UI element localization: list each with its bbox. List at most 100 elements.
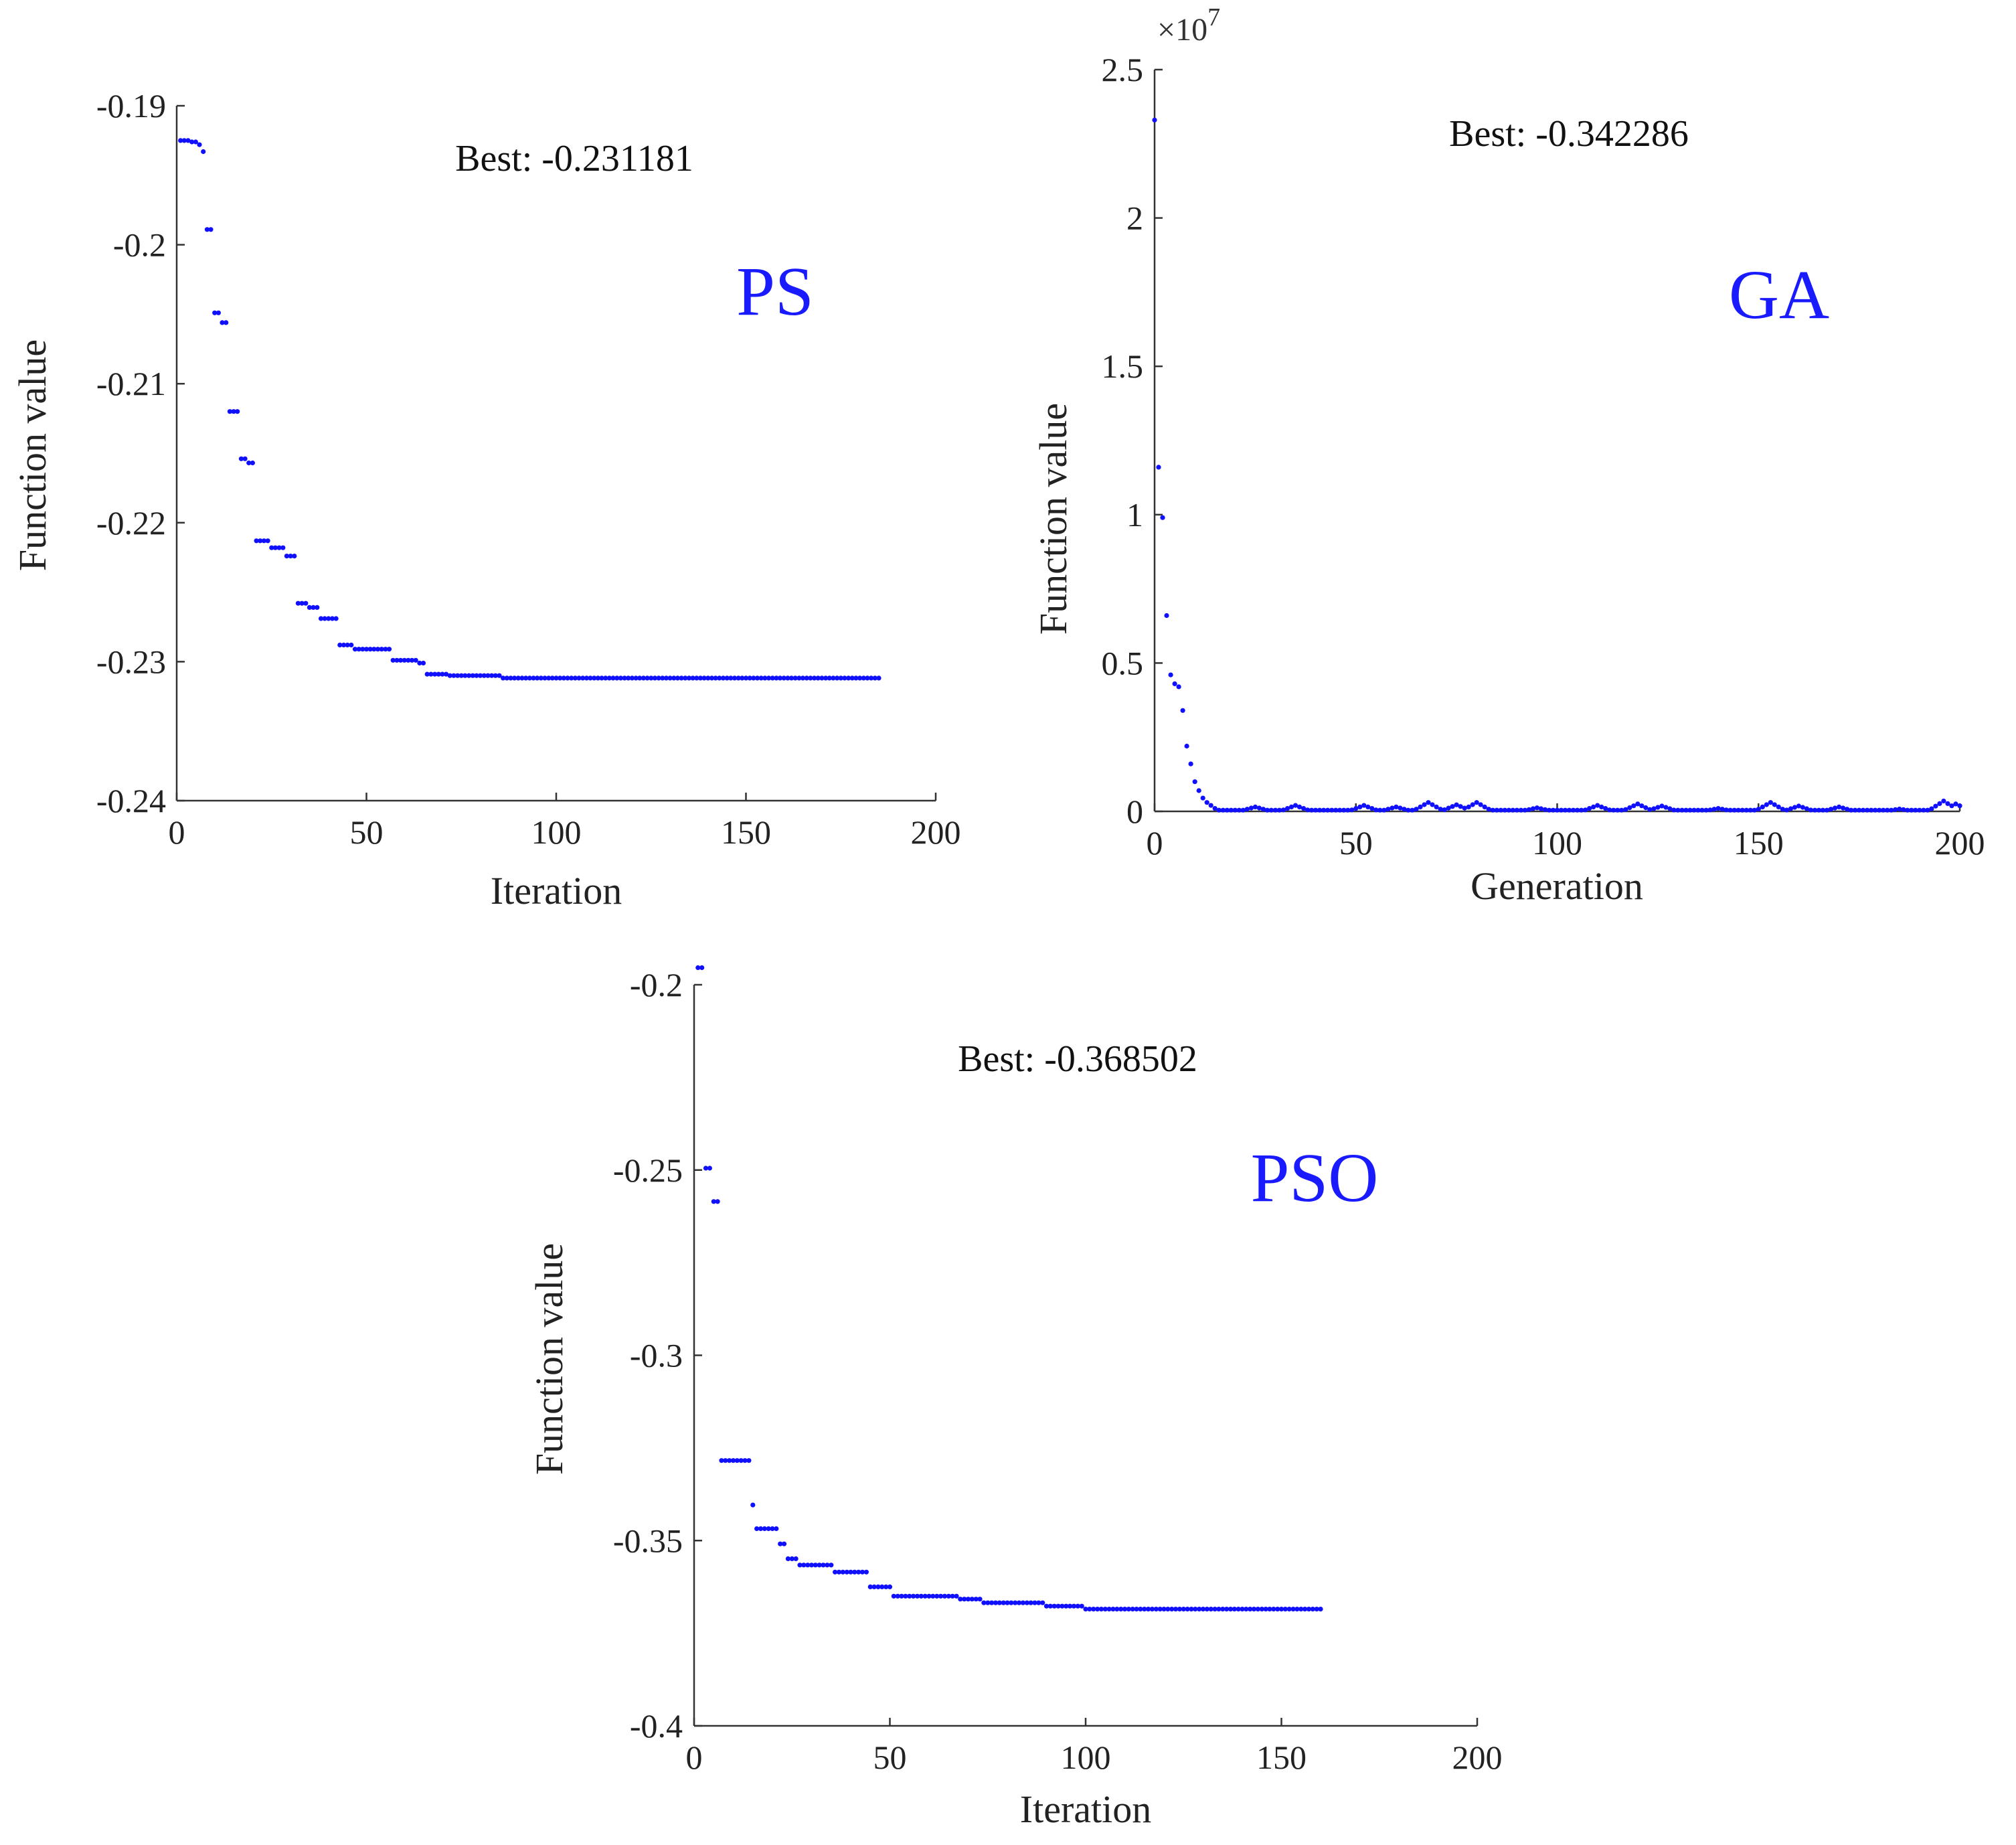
pso-data-point	[1197, 1607, 1202, 1612]
ga-data-point	[1212, 806, 1217, 811]
ga-data-point	[1410, 807, 1415, 813]
ps-data-point	[189, 139, 195, 145]
pso-data-point	[969, 1597, 975, 1602]
ga-data-point	[1337, 807, 1343, 813]
ga-data-point	[1715, 806, 1721, 811]
ps-chart: 0 50 100 150 200 -0.19 -0.2 -0.21 -0.22 -0.23 -0.2…	[11, 87, 961, 912]
ga-data-point	[1280, 807, 1286, 813]
pso-data-point	[1146, 1607, 1151, 1612]
ga-data-point	[1881, 807, 1886, 813]
pso-data-point	[695, 965, 701, 971]
pso-data-point	[950, 1593, 955, 1599]
ps-x-tick-label: 0	[169, 813, 185, 851]
ga-data-point	[1345, 807, 1351, 813]
ps-data-point	[504, 675, 509, 681]
ps-data-point	[185, 138, 191, 143]
pso-data-point	[1056, 1603, 1061, 1609]
pso-data-point	[730, 1458, 736, 1463]
pso-data-point	[1259, 1607, 1264, 1612]
ga-data-point	[1885, 807, 1890, 813]
pso-data-point	[821, 1562, 826, 1568]
ps-data-point	[451, 673, 456, 678]
ps-data-point	[747, 675, 752, 681]
ps-data-point	[853, 675, 859, 681]
ga-data-point	[1756, 807, 1761, 812]
ga-x-tick-label: 0	[1147, 824, 1163, 862]
ps-data-point	[329, 616, 335, 621]
ps-data-point	[592, 675, 597, 681]
ga-data-point	[1627, 805, 1632, 811]
ga-data-point	[1542, 807, 1548, 812]
ps-data-point	[754, 675, 760, 681]
ga-data-point	[1595, 803, 1600, 808]
pso-best-annotation: Best: -0.368502	[958, 1038, 1197, 1080]
ga-data-point	[1514, 807, 1519, 813]
ga-algorithm-label: GA	[1729, 256, 1829, 333]
ga-data-point	[1945, 801, 1950, 806]
ps-data-point	[622, 675, 627, 681]
pso-data-point	[738, 1458, 744, 1463]
pso-data-point	[1224, 1607, 1230, 1612]
ga-data-point	[1494, 807, 1499, 813]
pso-data-point	[989, 1600, 995, 1605]
ga-data-point	[1913, 807, 1918, 813]
ga-data-point	[1442, 807, 1447, 813]
ps-data-point	[417, 660, 422, 666]
ga-data-point	[1651, 806, 1657, 811]
pso-data-point	[884, 1584, 889, 1589]
ps-data-point	[743, 675, 749, 681]
ps-data-point	[363, 647, 369, 652]
pso-data-point	[1047, 1603, 1053, 1609]
ga-data-point	[1792, 805, 1797, 810]
ps-data-point	[724, 675, 730, 681]
ps-data-point	[812, 675, 817, 681]
ga-data-point	[1200, 795, 1205, 801]
pso-data-point	[1303, 1607, 1308, 1612]
ps-x-tick-label: 150	[721, 813, 771, 851]
pso-data-point	[1290, 1607, 1296, 1612]
ga-data-point	[1897, 806, 1902, 812]
ps-data-point	[720, 675, 726, 681]
ga-data-point	[1309, 807, 1315, 813]
ps-data-point	[697, 675, 703, 681]
ga-data-point	[1188, 761, 1193, 767]
pso-data-point	[1240, 1607, 1245, 1612]
pso-data-point	[918, 1593, 924, 1599]
ps-data-point	[413, 657, 418, 663]
ga-x-tick-label: 200	[1935, 824, 1985, 862]
ga-data-point	[1764, 802, 1769, 807]
pso-data-point	[844, 1569, 849, 1575]
ga-data-point	[1172, 681, 1177, 686]
ps-data-point	[315, 605, 320, 611]
pso-data-point	[785, 1556, 790, 1561]
pso-data-point	[1064, 1603, 1069, 1609]
ps-data-point	[349, 642, 354, 648]
ps-data-point	[238, 456, 244, 461]
pso-x-tick-label: 200	[1452, 1739, 1503, 1776]
pso-data-point	[911, 1593, 916, 1599]
ps-data-point	[402, 657, 407, 663]
ga-data-point	[1377, 807, 1383, 813]
pso-data-point	[930, 1593, 936, 1599]
ps-data-point	[508, 675, 513, 681]
ga-y-tick-label: 2.5	[1102, 51, 1144, 88]
ga-data-point	[1824, 807, 1830, 813]
pso-data-point	[1185, 1607, 1190, 1612]
ga-data-point	[1305, 807, 1311, 813]
ga-data-point	[1953, 801, 1958, 807]
ps-data-point	[288, 554, 293, 559]
pso-data-point	[985, 1600, 991, 1605]
ps-data-point	[436, 671, 441, 677]
ps-data-point	[637, 675, 643, 681]
ga-data-point	[1244, 807, 1250, 812]
pso-data-point	[711, 1199, 716, 1204]
pso-data-point	[1263, 1607, 1268, 1612]
ga-data-point	[1430, 802, 1435, 807]
ps-data-point	[295, 600, 301, 606]
ga-data-point	[1643, 805, 1649, 811]
ga-data-point	[1276, 807, 1282, 813]
ps-data-point	[455, 673, 460, 678]
ps-data-point	[254, 538, 259, 544]
ga-data-point	[1288, 804, 1294, 809]
pso-data-point	[789, 1556, 794, 1561]
